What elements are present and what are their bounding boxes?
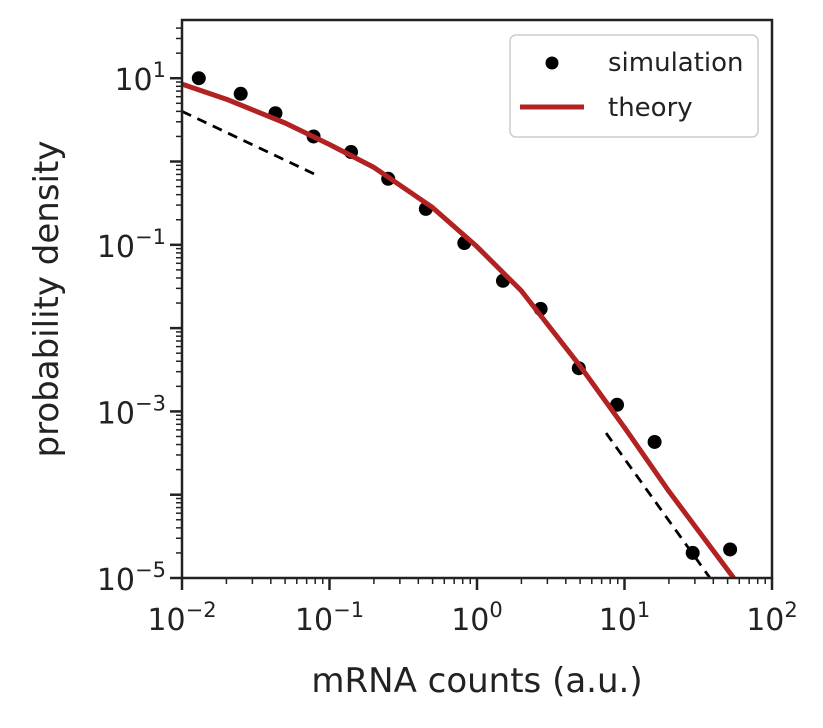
simulation-point: [723, 542, 738, 557]
y-tick-label: 10−3: [97, 391, 166, 431]
legend-label-theory: theory: [608, 93, 693, 123]
theory-line: [182, 81, 736, 578]
x-tick-label: 101: [599, 598, 651, 638]
legend: simulation theory: [509, 34, 759, 138]
legend-label-simulation: simulation: [608, 48, 744, 78]
reference-dashed-line: [182, 110, 316, 176]
y-tick-label: 101: [114, 58, 166, 98]
x-tick-label: 10−1: [295, 598, 364, 638]
y-tick-label: 10−5: [97, 558, 166, 598]
x-tick-label: 10−2: [147, 598, 216, 638]
series-layer: [182, 71, 738, 578]
legend-marker-simulation: [545, 56, 559, 70]
legend-frame: [509, 34, 759, 138]
ticks-layer: 10−2 10−1 100 101 102 10−5 10−3 10−1 101: [97, 27, 798, 638]
x-tick-label: 102: [746, 598, 798, 638]
simulation-point: [647, 434, 662, 449]
x-axis-label: mRNA counts (a.u.): [311, 661, 642, 701]
y-axis-label: probability density: [27, 141, 67, 458]
y-tick-label: 10−1: [97, 225, 166, 265]
simulation-point: [191, 71, 206, 86]
simulation-point: [233, 86, 248, 101]
reference-dashed-line: [604, 432, 712, 578]
x-tick-label: 100: [451, 598, 503, 638]
